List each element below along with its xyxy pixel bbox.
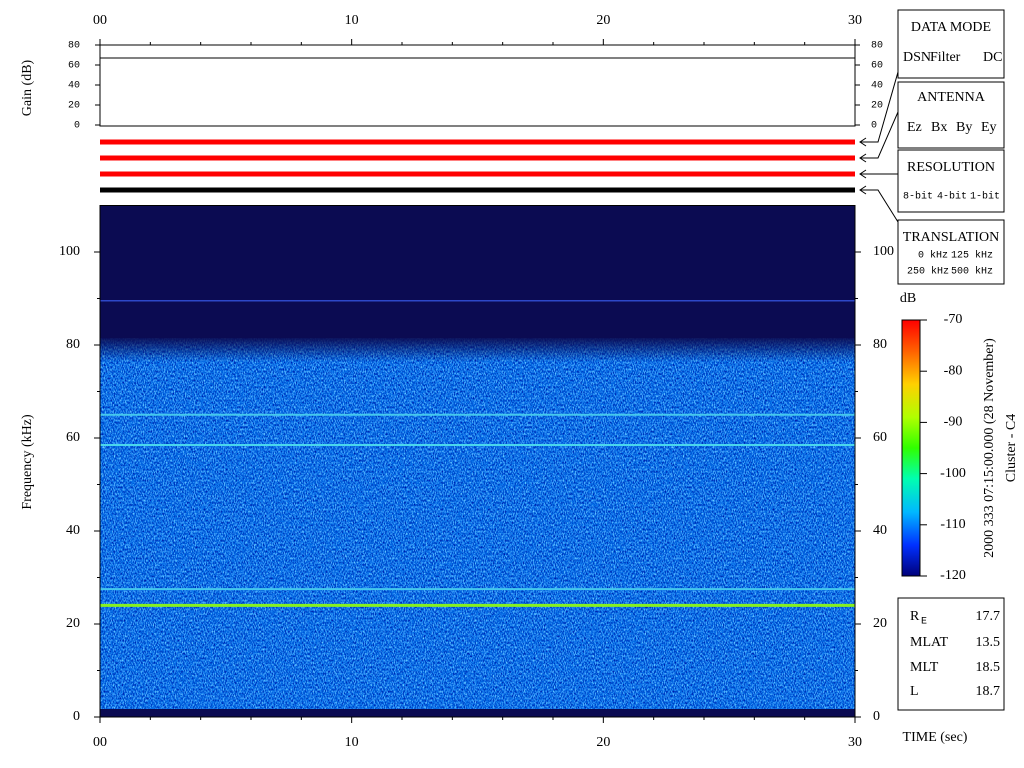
y-tick-label-right: 100 (873, 244, 894, 259)
legend-item: 0 kHz (918, 250, 948, 262)
colorbar-tick-label: -70 (944, 312, 963, 327)
legend-title: TRANSLATION (903, 230, 999, 245)
gain-tick-label-right: 0 (871, 121, 877, 132)
colorbar (901, 319, 921, 577)
y-tick-label: 80 (66, 337, 80, 352)
gain-tick-label: 0 (74, 121, 80, 132)
orbit-label: MLT (910, 660, 939, 675)
top-x-tick-label: 30 (848, 13, 862, 28)
indicator-connector (860, 111, 899, 159)
legend-box (897, 81, 1005, 149)
orbit-box (897, 597, 1005, 711)
gain-tick-label: 20 (68, 101, 80, 112)
legend-item: 1-bit (970, 191, 1000, 203)
legend-item: 125 kHz (951, 250, 993, 262)
legend-title: ANTENNA (917, 90, 986, 105)
caption: Cluster - C4 (1004, 414, 1019, 482)
caption: 2000 333 07:15:00.000 (28 November) (982, 338, 997, 558)
y-tick-label: 100 (59, 244, 80, 259)
legend-item: 4-bit (937, 191, 967, 203)
gain-tick-label-right: 80 (871, 41, 883, 52)
frequency-axis-label: Frequency (kHz) (20, 414, 35, 510)
y-tick-label: 0 (73, 709, 80, 724)
y-tick-label-right: 80 (873, 337, 887, 352)
top-x-tick-label: 00 (93, 13, 107, 28)
orbit-value: 18.7 (976, 684, 1001, 699)
legend-box (897, 219, 1005, 285)
indicator-connector (860, 71, 899, 143)
x-tick-label: 30 (848, 735, 862, 750)
orbit-value: 17.7 (976, 609, 1001, 624)
x-tick-label: 20 (596, 735, 610, 750)
legend-title: RESOLUTION (907, 160, 995, 175)
legend-item: Filter (930, 50, 961, 65)
gain-tick-label: 60 (68, 61, 80, 72)
legend-box (897, 149, 1005, 213)
gain-tick-label: 80 (68, 41, 80, 52)
gain-frame (99, 44, 856, 127)
y-tick-label: 40 (66, 523, 80, 538)
legend-item: Ez (907, 120, 922, 135)
orbit-value: 18.5 (976, 660, 1001, 675)
colorbar-tick-label: -80 (944, 363, 963, 378)
orbit-label: MLAT (910, 635, 949, 650)
indicator-arrowhead (859, 185, 867, 195)
indicator-arrowhead (859, 153, 867, 163)
orbit-subscript: E (921, 617, 927, 628)
legend-item: By (956, 120, 972, 135)
colorbar-tick-label: -120 (940, 568, 966, 583)
legend-item: 500 kHz (951, 266, 993, 278)
top-x-tick-label: 10 (345, 13, 359, 28)
y-tick-label-right: 20 (873, 616, 887, 631)
gain-tick-label-right: 40 (871, 81, 883, 92)
y-tick-label: 20 (66, 616, 80, 631)
colorbar-label: dB (900, 291, 916, 306)
orbit-value: 13.5 (976, 635, 1001, 650)
legend-item: Bx (931, 120, 947, 135)
gain-tick-label-right: 60 (871, 61, 883, 72)
spectrogram-noise (100, 338, 855, 709)
indicator-arrowhead (859, 169, 867, 179)
legend-item: DSN (903, 50, 931, 65)
indicator-arrowhead (859, 137, 867, 147)
colorbar-tick-label: -100 (940, 466, 966, 481)
x-tick-label: 10 (345, 735, 359, 750)
colorbar-tick-label: -90 (944, 415, 963, 430)
legend-item: DC (983, 50, 1002, 65)
legend-box (897, 9, 1005, 79)
orbit-label: L (910, 684, 919, 699)
indicator-connector (860, 189, 899, 223)
legend-item: 8-bit (903, 191, 933, 203)
time-axis-label: TIME (sec) (903, 730, 968, 745)
y-tick-label-right: 40 (873, 523, 887, 538)
orbit-label: R (910, 609, 920, 624)
top-x-tick-label: 20 (596, 13, 610, 28)
noise-fade (100, 336, 855, 362)
y-tick-label: 60 (66, 430, 80, 445)
x-tick-label: 00 (93, 735, 107, 750)
legend-item: Ey (981, 120, 997, 135)
gain-axis-label: Gain (dB) (20, 59, 35, 116)
y-tick-label-right: 60 (873, 430, 887, 445)
gain-tick-label: 40 (68, 81, 80, 92)
y-tick-label-right: 0 (873, 709, 880, 724)
gain-tick-label-right: 20 (871, 101, 883, 112)
legend-title: DATA MODE (911, 20, 991, 35)
legend-item: 250 kHz (907, 266, 949, 278)
colorbar-tick-label: -110 (940, 517, 965, 532)
